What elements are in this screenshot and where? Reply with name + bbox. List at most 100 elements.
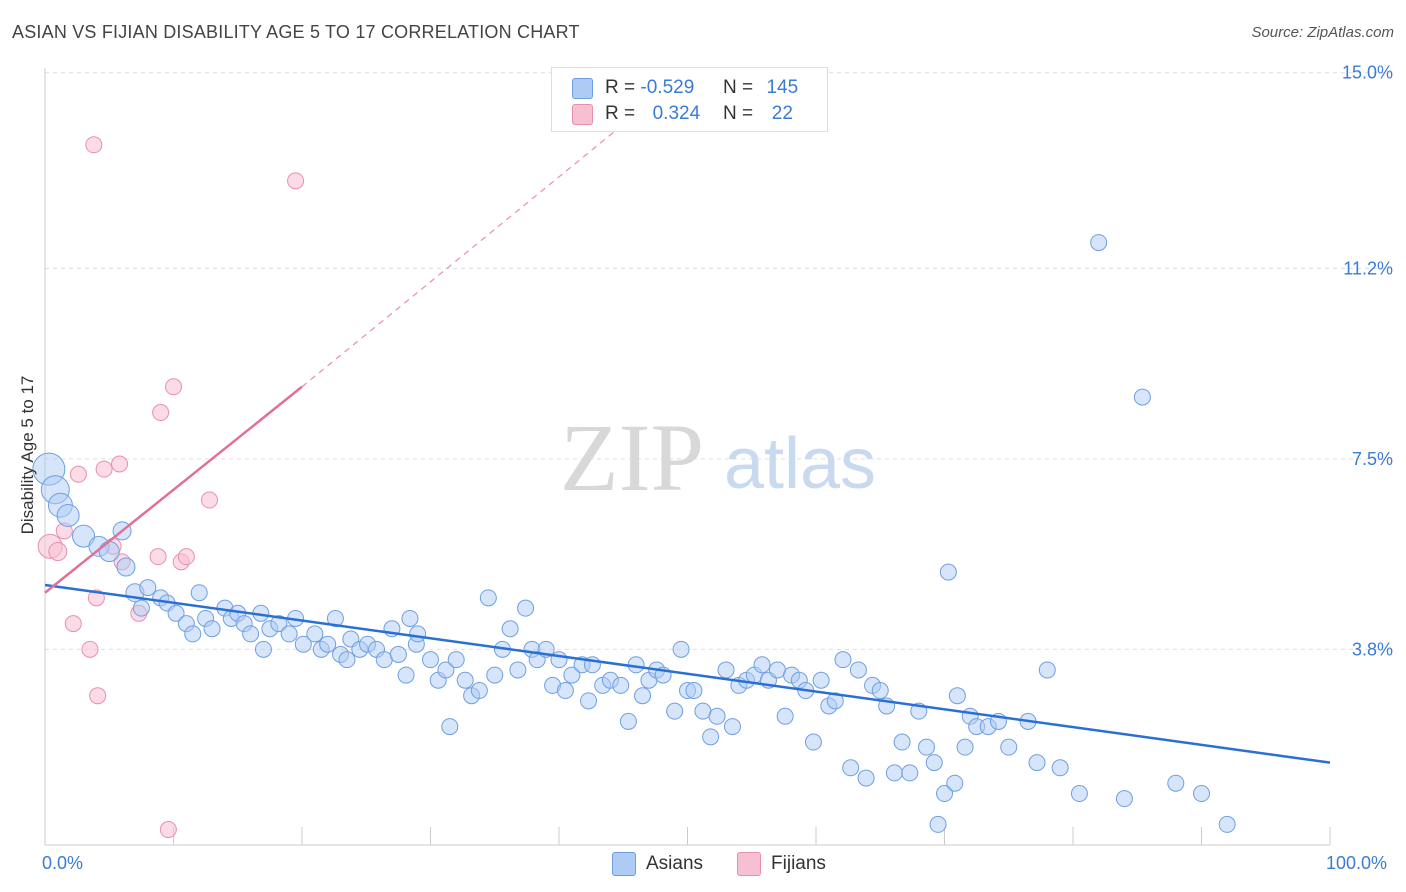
asian-point — [72, 524, 96, 548]
asian-point — [857, 769, 875, 787]
y-tick-labels: 3.8% 7.5% 11.2% 15.0% — [1342, 63, 1393, 660]
asian-point — [956, 738, 974, 756]
asian-point — [517, 599, 535, 617]
asian-point — [753, 656, 771, 674]
fijian-trend-line — [44, 385, 303, 594]
asian-point — [702, 728, 720, 746]
asian-point — [280, 625, 298, 643]
asian-point — [479, 589, 497, 607]
asian-point — [203, 620, 221, 638]
asian-point — [1167, 774, 1185, 792]
asian-point — [1028, 754, 1046, 772]
asian-point — [812, 671, 830, 689]
fijian-legend-swatch — [737, 852, 762, 876]
asian-point — [918, 738, 936, 756]
asian-point — [1038, 661, 1056, 679]
asian-point — [672, 640, 690, 658]
asian-point — [893, 733, 911, 751]
asian-point — [946, 774, 964, 792]
r-label: R = — [605, 103, 636, 124]
asian-point — [132, 599, 150, 617]
trend-lines — [44, 113, 1331, 764]
asian-point — [871, 682, 889, 700]
asian-point — [563, 666, 581, 684]
asian-point — [375, 651, 393, 669]
asian-point — [776, 707, 794, 725]
fijian-point — [165, 378, 182, 396]
asian-point — [56, 503, 80, 527]
asian-point — [580, 692, 598, 710]
y-axis-label: Disability Age 5 to 17 — [18, 375, 37, 535]
asian-point — [768, 661, 786, 679]
y-tick-label: 15.0% — [1342, 63, 1393, 83]
asian-point — [270, 615, 288, 633]
asian-point — [338, 651, 356, 669]
asian-swatch — [572, 77, 593, 99]
correlation-legend: R = -0.529 N = 145 R = 0.324 N = 22 — [551, 67, 828, 132]
legend-item-fijians[interactable]: Fijians — [737, 852, 826, 876]
y-tick-label: 7.5% — [1352, 449, 1393, 469]
asian-point — [708, 707, 726, 725]
asian-point — [401, 609, 419, 627]
legend-item-asians[interactable]: Asians — [612, 852, 703, 876]
asian-point — [1115, 790, 1133, 808]
fijian-point — [159, 821, 177, 839]
asian-point — [190, 584, 208, 602]
asian-point — [456, 671, 474, 689]
asian-point — [501, 620, 519, 638]
asian-point — [939, 563, 957, 581]
y-tick-label: 11.2% — [1343, 258, 1393, 278]
r-value-fijians: 0.324 — [652, 103, 701, 124]
n-value-fijians: 22 — [771, 103, 793, 124]
asian-point — [437, 661, 455, 679]
watermark: ZIP atlas — [560, 404, 876, 511]
asian-point — [184, 625, 202, 643]
asian-point — [1218, 815, 1236, 833]
y-tick-label: 3.8% — [1352, 639, 1393, 659]
asian-point — [116, 557, 136, 577]
fijian-point — [89, 687, 107, 705]
x-tick-label-min: 0.0% — [42, 853, 84, 873]
n-value-asians: 145 — [766, 77, 799, 98]
fijian-point — [81, 640, 99, 658]
asian-point — [929, 815, 947, 833]
asian-point — [509, 661, 527, 679]
watermark-atlas: atlas — [724, 424, 876, 504]
fijian-point — [200, 491, 218, 509]
asian-point — [98, 541, 120, 563]
fijian-point — [149, 548, 167, 566]
fijian-points — [37, 136, 305, 839]
n-label: N = — [722, 77, 754, 98]
asian-point — [826, 692, 844, 710]
asian-point — [685, 682, 703, 700]
asian-point — [1133, 388, 1151, 406]
asian-point — [447, 651, 465, 669]
fijian-point — [177, 548, 195, 566]
asian-point — [242, 625, 260, 643]
fijian-point — [152, 404, 170, 422]
asian-point — [1090, 234, 1108, 252]
asian-point — [326, 609, 344, 627]
asian-point — [441, 718, 459, 736]
fijian-point — [287, 172, 305, 190]
asian-point — [694, 702, 712, 720]
asian-point — [619, 712, 637, 730]
asian-point — [139, 579, 157, 597]
fijian-legend-label: Fijians — [771, 853, 826, 874]
asian-point — [717, 661, 735, 679]
fijian-point — [85, 136, 103, 154]
fijian-swatch — [572, 103, 593, 125]
asian-point — [849, 661, 867, 679]
asian-point — [486, 666, 504, 684]
asian-point — [409, 625, 427, 643]
asian-trend-line — [44, 583, 1331, 764]
grid-lines — [45, 72, 1392, 650]
asian-point — [1193, 785, 1210, 803]
asian-point — [397, 666, 415, 684]
legend-row-fijians: R = 0.324 N = 22 — [572, 102, 806, 126]
asian-point — [925, 754, 943, 772]
asian-point — [634, 687, 652, 705]
asian-point — [723, 718, 741, 736]
asian-point — [842, 759, 860, 777]
legend-row-asians: R = -0.529 N = 145 — [572, 76, 806, 100]
